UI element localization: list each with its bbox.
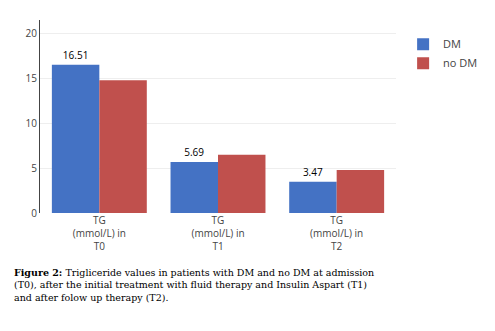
svg-text:DM: DM: [443, 36, 461, 51]
svg-text:5.69: 5.69: [184, 145, 204, 159]
svg-text:10: 10: [26, 116, 38, 130]
svg-text:no DM: no DM: [443, 55, 477, 70]
svg-text:15: 15: [26, 71, 38, 85]
svg-text:20: 20: [26, 26, 38, 40]
svg-text:TG(mmol/L) inT0: TG(mmol/L) inT0: [73, 213, 126, 253]
svg-text:Figure 2: Trigliceride values: Figure 2: Trigliceride values in patient…: [14, 267, 374, 303]
svg-text:5: 5: [31, 161, 37, 175]
svg-text:0: 0: [31, 206, 37, 220]
svg-text:16.51: 16.51: [63, 48, 89, 62]
svg-text:TG(mmol/L) inT1: TG(mmol/L) inT1: [191, 213, 244, 253]
svg-text:3.47: 3.47: [303, 165, 323, 179]
svg-text:TG(mmol/L) inT2: TG(mmol/L) inT2: [310, 213, 363, 253]
